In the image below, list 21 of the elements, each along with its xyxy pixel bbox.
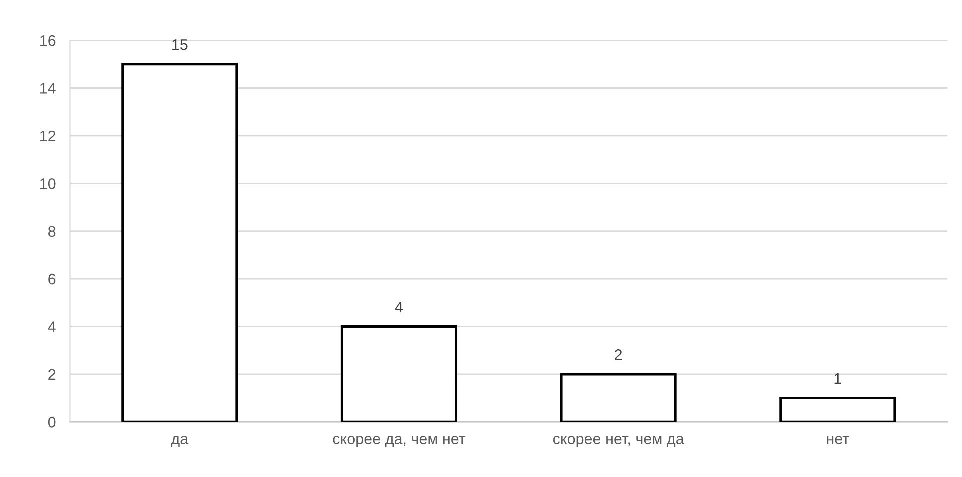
y-tick-label: 4 — [48, 322, 56, 332]
y-tick-label: 2 — [48, 369, 56, 380]
y-tick-label: 14 — [40, 83, 56, 94]
x-tick-label: да — [171, 436, 189, 448]
y-tick-label: 8 — [48, 226, 56, 238]
data-label: 15 — [172, 40, 188, 50]
y-tick-label: 10 — [40, 178, 56, 190]
y-tick-label: 16 — [40, 35, 56, 46]
x-tick-label: скорее да, чем нет — [333, 436, 466, 448]
x-tick-label: скорее нет, чем да — [553, 436, 684, 448]
y-tick-label: 12 — [40, 130, 56, 142]
bar — [560, 373, 677, 422]
data-label: 2 — [615, 349, 622, 360]
y-tick-label: 0 — [48, 417, 56, 428]
bar — [780, 397, 896, 422]
data-label: 4 — [395, 302, 404, 312]
data-label: 1 — [834, 374, 842, 384]
bar — [340, 325, 458, 422]
bar — [122, 63, 238, 422]
y-tick-label: 6 — [48, 274, 56, 285]
x-tick-label: нет — [827, 436, 850, 444]
